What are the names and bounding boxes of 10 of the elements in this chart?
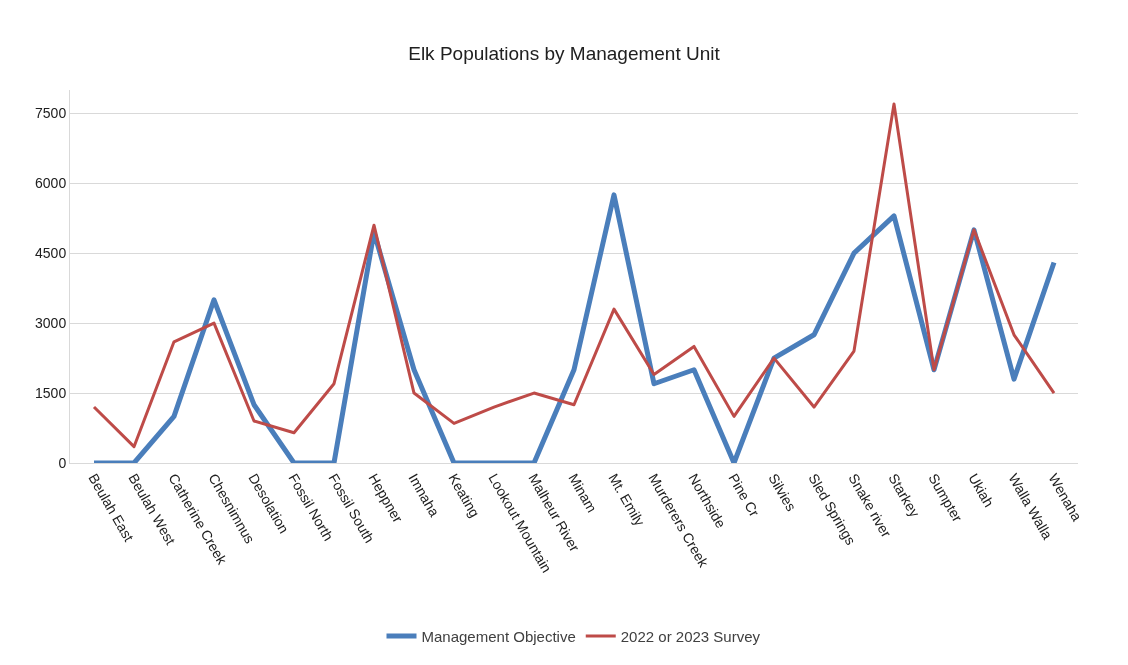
y-tick-label: 7500 [35,105,67,122]
y-tick-label: 6000 [35,175,67,192]
legend-label: Management Objective [421,627,576,645]
y-tick-label: 0 [58,454,67,471]
chart-title: Elk Populations by Management Unit [408,42,721,64]
legend-label: 2022 or 2023 Survey [620,627,761,645]
line-series [92,102,1056,449]
y-tick-label: 1500 [35,384,67,401]
y-tick-label: 4500 [35,245,67,262]
y-tick-label: 3000 [35,315,67,332]
